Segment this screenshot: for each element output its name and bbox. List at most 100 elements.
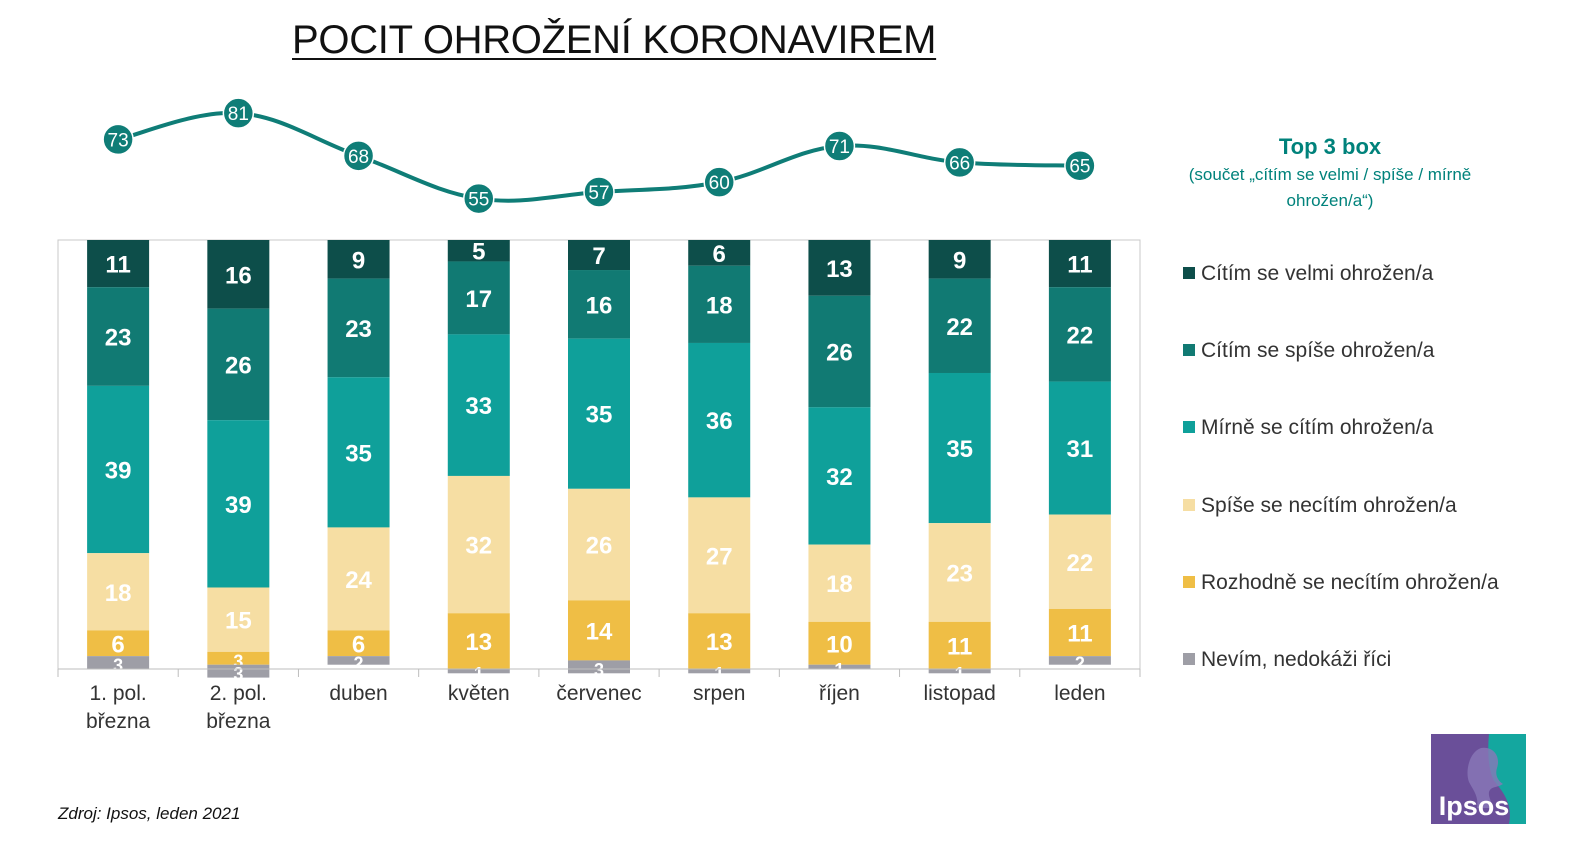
logo-head-silhouette [1467, 747, 1503, 808]
legend-swatch-spise-ne [1183, 499, 1195, 511]
data-label-nevim: 2 [1075, 653, 1085, 673]
data-label-rozhodne_ne: 10 [826, 631, 853, 658]
x-tick-label: března [86, 710, 151, 733]
x-tick-label: 1. pol. [90, 682, 147, 705]
data-label-velmi: 11 [105, 252, 130, 279]
x-tick-label: listopad [923, 682, 995, 705]
data-label-rozhodne_ne: 13 [706, 629, 733, 656]
x-tick-label: květen [448, 682, 510, 705]
bar-segment-rozhodne_ne [808, 621, 871, 665]
legend-swatch-nevim [1183, 653, 1195, 665]
top3-point [102, 123, 134, 156]
top3-point [943, 146, 976, 179]
top3-point-label: 60 [709, 173, 730, 194]
ipsos-logo: Ipsos [1431, 734, 1526, 824]
data-label-nevim: 1 [834, 660, 844, 680]
top3-subtitle-line1: (součet „cítím se velmi / spíše / mírně [1188, 165, 1472, 184]
data-label-mirne: 33 [465, 393, 492, 420]
chart-title: POCIT OHROŽENÍ KORONAVIREM [292, 18, 937, 62]
bar-segment-mirne [688, 342, 751, 498]
bar-segment-spise [1048, 287, 1111, 382]
top3-point [583, 176, 615, 208]
legend-label-spise-ne: Spíše se necítím ohrožen/a [1201, 494, 1457, 517]
bar-segment-rozhodne_ne [207, 651, 270, 665]
bar-segment-nevim [688, 669, 751, 674]
legend-label-rozhodne-ne: Rozhodně se necítím ohrožen/a [1201, 571, 1499, 594]
data-label-spise: 16 [586, 292, 613, 319]
top3-point [823, 130, 856, 162]
legend-item-mirne: Mírně se cítím ohrožen/a [1183, 416, 1433, 440]
bar-segment-velmi [447, 240, 510, 262]
bar-segment-velmi [568, 240, 630, 271]
top3-point-label: 71 [829, 137, 850, 158]
top3-point-label: 55 [468, 190, 489, 211]
top3-point [703, 166, 735, 198]
bar-segment-mirne [568, 338, 630, 489]
data-label-nevim: 3 [113, 656, 123, 676]
data-label-velmi: 9 [352, 247, 365, 274]
data-label-spise_ne: 26 [586, 533, 613, 560]
data-label-spise_ne: 18 [826, 571, 853, 598]
top3-title: Top 3 box [1278, 134, 1382, 159]
data-label-spise: 26 [826, 340, 853, 367]
bar-segment-rozhodne_ne [87, 630, 150, 657]
bar-segment-spise_ne [568, 488, 630, 601]
bar-segment-rozhodne_ne [447, 613, 510, 669]
bar-segment-rozhodne_ne [1048, 608, 1111, 657]
bar-segment-velmi [327, 240, 390, 279]
bar-segment-velmi [688, 240, 751, 266]
data-label-rozhodne_ne: 13 [465, 629, 492, 656]
data-label-spise_ne: 27 [706, 543, 733, 570]
legend-label-spise: Cítím se spíše ohrožen/a [1201, 339, 1435, 362]
data-label-rozhodne_ne: 11 [947, 633, 972, 660]
top3-point-label: 81 [228, 104, 249, 125]
bar-segment-rozhodne_ne [327, 630, 390, 657]
data-label-mirne: 32 [826, 464, 853, 491]
data-label-rozhodne_ne: 14 [586, 618, 613, 645]
bar-segment-spise_ne [928, 523, 991, 622]
data-label-spise_ne: 18 [105, 580, 132, 607]
top3-point [222, 97, 255, 129]
bar-segment-velmi [808, 240, 871, 296]
data-label-nevim: 3 [233, 664, 243, 684]
data-label-mirne: 39 [105, 458, 132, 485]
x-tick-label: března [206, 710, 271, 733]
data-label-velmi: 11 [1067, 252, 1092, 279]
data-label-spise: 17 [465, 286, 492, 313]
data-label-spise: 26 [225, 352, 252, 379]
bar-segment-mirne [1048, 381, 1111, 515]
bar-segment-mirne [928, 372, 991, 524]
bar-segment-spise_ne [327, 527, 390, 631]
bar-segment-spise [568, 270, 630, 339]
legend-swatch-spise [1183, 344, 1195, 356]
bar-segment-nevim [327, 656, 390, 665]
data-label-velmi: 9 [953, 247, 966, 274]
legend-swatch-mirne [1183, 421, 1195, 433]
top3-point [1064, 149, 1096, 182]
bar-segment-spise [207, 308, 270, 421]
legend-label-nevim: Nevím, nedokáži říci [1201, 648, 1392, 671]
bar-segment-mirne [207, 420, 270, 588]
data-label-mirne: 35 [946, 436, 973, 463]
bar-segment-rozhodne_ne [568, 600, 630, 661]
data-label-nevim: 3 [594, 660, 604, 680]
top3-point-label: 66 [949, 153, 970, 174]
x-tick-label: říjen [819, 682, 860, 705]
data-label-rozhodne_ne: 3 [233, 651, 243, 671]
bar-segment-spise_ne [207, 587, 270, 652]
x-tick-label: 2. pol. [210, 682, 267, 705]
data-label-nevim: 2 [354, 653, 364, 673]
bar-segment-spise [928, 278, 991, 373]
data-label-velmi: 6 [713, 241, 726, 268]
top3-point [342, 140, 375, 172]
bar-segment-mirne [808, 407, 871, 545]
bar-segment-spise [447, 261, 510, 335]
data-label-velmi: 13 [826, 256, 853, 283]
data-label-mirne: 39 [225, 492, 252, 519]
data-label-velmi: 16 [225, 262, 252, 289]
data-label-mirne: 35 [586, 402, 613, 429]
x-tick-label: srpen [693, 682, 746, 705]
data-label-rozhodne_ne: 6 [111, 631, 124, 658]
data-label-spise: 23 [345, 316, 372, 343]
